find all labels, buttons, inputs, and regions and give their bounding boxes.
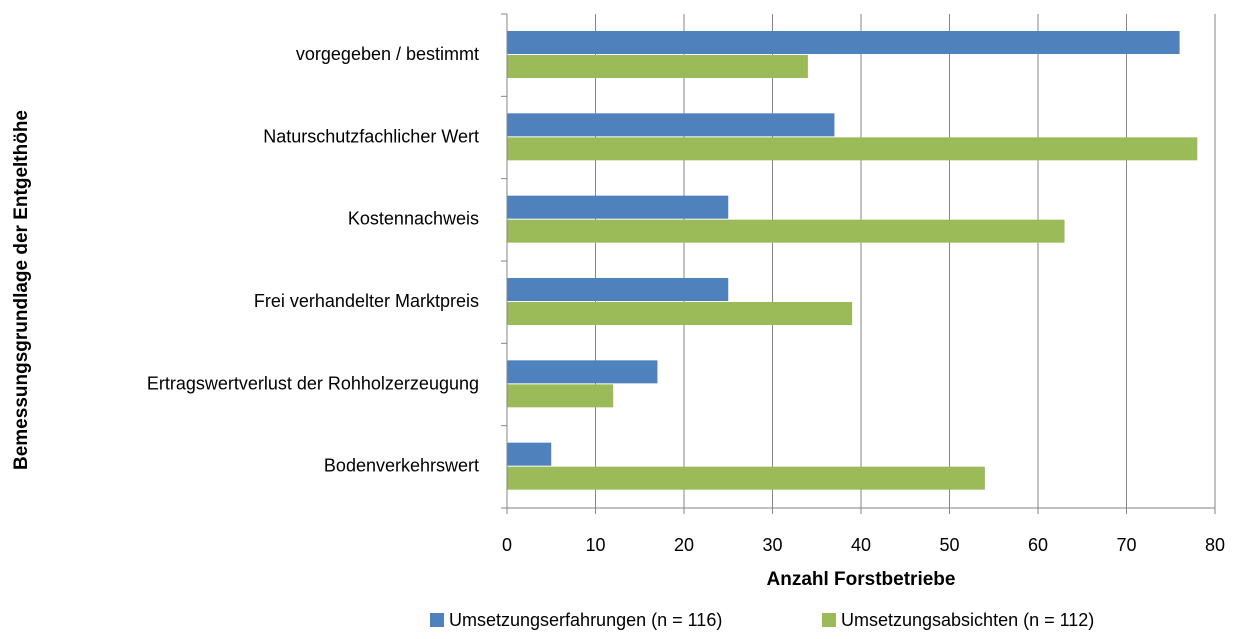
bar: [507, 219, 1065, 243]
legend-swatch: [430, 613, 444, 627]
bar: [507, 195, 729, 219]
bar: [507, 113, 835, 137]
bar: [507, 31, 1180, 54]
bar: [507, 360, 658, 384]
y-tick-label: Bodenverkehrswert: [324, 456, 479, 476]
x-tick-label: 40: [851, 535, 871, 555]
x-tick-label: 10: [585, 535, 605, 555]
y-tick-label: Frei verhandelter Marktpreis: [254, 291, 479, 311]
bar: [507, 384, 614, 408]
legend-label: Umsetzungsabsichten (n = 112): [841, 610, 1094, 630]
x-tick-label: 30: [762, 535, 782, 555]
x-tick-label: 80: [1205, 535, 1225, 555]
x-tick-label: 50: [939, 535, 959, 555]
bar: [507, 137, 1198, 161]
x-axis-title: Anzahl Forstbetriebe: [767, 569, 956, 590]
x-tick-label: 0: [502, 535, 512, 555]
y-tick-label: vorgegeben / bestimmt: [296, 44, 479, 64]
bar: [507, 466, 985, 490]
bar: [507, 302, 853, 325]
y-axis-title: Bemessungsgrundlage der Entgelthöhe: [11, 110, 32, 470]
x-tick-label: 70: [1116, 535, 1136, 555]
x-tick-label: 60: [1028, 535, 1048, 555]
y-tick-label: Naturschutzfachlicher Wert: [263, 126, 479, 146]
y-tick-label: Kostennachweis: [348, 209, 479, 229]
bar: [507, 278, 729, 301]
bar: [507, 442, 552, 466]
legend-label: Umsetzungserfahrungen (n = 116): [449, 610, 722, 630]
legend-swatch: [822, 613, 836, 627]
bar: [507, 55, 808, 78]
x-tick-label: 20: [674, 535, 694, 555]
y-tick-label: Ertragswertverlust der Rohholzerzeugung: [147, 373, 479, 393]
